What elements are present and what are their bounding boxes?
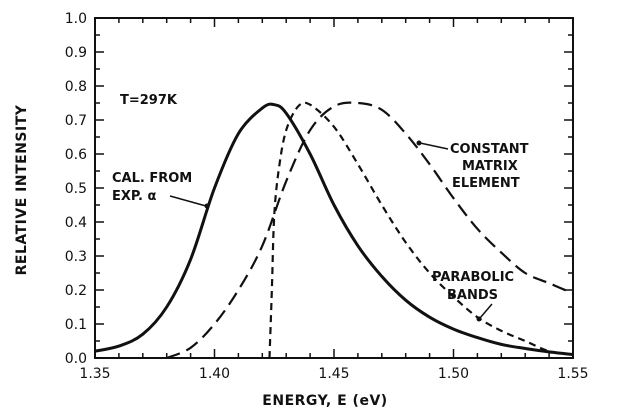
cal-from-label-line2: EXP. α [112,189,157,204]
x-tick-label: 1.50 [438,366,469,382]
constant-pointer [419,142,449,150]
y-tick-label: 0.4 [65,215,87,231]
cal-from-pointer [169,195,207,207]
series-line-short-dash [268,101,574,359]
constant-label-line1: CONSTANT [450,142,529,157]
cal-from-pointer-head [204,203,210,209]
y-tick-label: 0.1 [65,317,87,333]
x-tick-label: 1.35 [79,366,110,382]
y-tick-label: 0.3 [65,249,87,265]
y-tick-label: 0.5 [65,181,87,197]
series-line-long-dash [166,101,574,360]
parabolic-label-line1: PARABOLIC [432,270,514,285]
y-tick-label: 1.0 [65,11,87,27]
tick-labels: 0.0 0.1 0.2 0.3 0.4 0.5 0.6 0.7 0.8 0.9 1.0 1.35 1.4… [65,11,589,382]
constant-label-line2: MATRIX [462,159,518,174]
constant-pointer-head [416,140,422,146]
constant-label-line3: ELEMENT [452,176,520,191]
x-tick-label: 1.45 [318,366,349,382]
parabolic-pointer-head [476,316,482,322]
y-tick-label: 0.2 [65,283,87,299]
series-group [94,101,574,360]
x-tick-label: 1.55 [557,366,588,382]
parabolic-pointer [479,303,493,319]
y-axis-label: RELATIVE INTENSITY [14,104,30,275]
y-tick-label: 0.8 [65,79,87,95]
temperature-annotation: T=297K [120,93,178,108]
x-axis-label: ENERGY, E (eV) [262,393,387,409]
y-tick-label: 0.0 [65,351,87,367]
cal-from-label-line1: CAL. FROM [112,171,192,186]
series-line-solid [94,102,574,357]
parabolic-label-line2: BANDS [447,288,498,303]
y-tick-label: 0.7 [65,113,87,129]
y-tick-label: 0.6 [65,147,87,163]
y-tick-label: 0.9 [65,45,87,61]
x-tick-label: 1.40 [199,366,230,382]
